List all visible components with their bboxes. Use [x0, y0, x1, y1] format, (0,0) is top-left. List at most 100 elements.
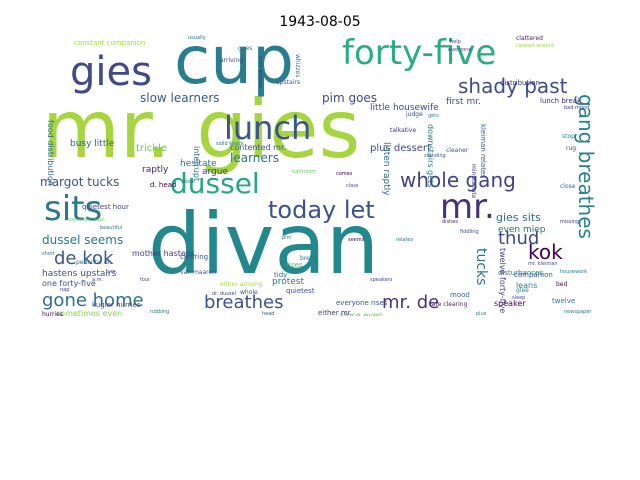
cloud-word: plus dessert: [370, 143, 431, 154]
cloud-word: lunch break: [540, 97, 582, 105]
cloud-word: d. head: [150, 181, 177, 189]
cloud-word: tucks: [473, 248, 489, 286]
cloud-word: gang breathes: [574, 94, 598, 239]
cloud-word: cup: [174, 34, 295, 99]
cloud-word: short: [42, 251, 55, 257]
cloud-word: raptly: [142, 165, 169, 175]
cloud-word: head: [262, 311, 275, 317]
cloud-word: mr. de: [382, 292, 440, 313]
cloud-word: lunch: [224, 109, 312, 147]
cloud-word: rises: [286, 261, 303, 269]
cloud-word: argue: [202, 167, 229, 177]
cloud-word: de kok: [54, 248, 114, 269]
cloud-word: rug: [566, 145, 577, 152]
cloud-word: stop: [562, 133, 575, 140]
cloud-word: pedantic dr.: [76, 259, 112, 266]
cloud-word: speakers: [370, 277, 393, 283]
cloud-word: sleep: [512, 295, 526, 301]
cloud-word: beautiful: [100, 225, 123, 231]
cloud-word: clock: [182, 179, 195, 185]
cloud-word: mother hastens: [132, 249, 196, 258]
cloud-word: cleared around: [516, 43, 554, 49]
cloud-word: van maaren: [180, 269, 216, 276]
cloud-word: disturbances: [498, 269, 544, 277]
cloud-word: dishes: [442, 219, 459, 225]
cloud-word: dr. dussel: [212, 291, 236, 297]
cloud-word: cleaner: [446, 147, 469, 154]
cloud-word: little housewife: [370, 103, 439, 113]
cloud-word: bed: [556, 281, 568, 288]
cloud-word: help: [450, 39, 461, 45]
cloud-word: shady past: [458, 74, 568, 98]
cloud-word: dussel: [170, 167, 260, 200]
cloud-word: thud: [498, 228, 540, 249]
cloud-word: since even: [340, 311, 383, 317]
cloud-word: usually: [188, 35, 206, 41]
cloud-word: contented mr.: [230, 143, 287, 152]
cloud-word: mr. kleiman: [528, 261, 558, 267]
cloud-word: kugler hurries: [92, 301, 141, 309]
cloud-word: kleiman relates: [479, 124, 487, 178]
cloud-word: nap: [60, 287, 70, 293]
cloud-word: mood: [450, 291, 470, 299]
cloud-word: quietest: [286, 287, 315, 295]
cloud-word: plus: [476, 311, 487, 317]
cloud-word: hesitate: [180, 159, 217, 169]
cloud-word: glee: [516, 287, 529, 294]
cloud-word: hastens upstairs: [42, 269, 117, 279]
cloud-word: clearing: [180, 253, 209, 261]
cloud-word: comes: [336, 171, 353, 177]
cloud-word: seems: [348, 237, 365, 243]
cloud-word: pim goes: [322, 91, 378, 105]
cloud-word: first mr.: [446, 97, 481, 107]
cloud-word: whizzes: [294, 54, 301, 78]
cloud-word: judge: [406, 111, 423, 118]
cloud-word: fiddling: [460, 229, 479, 235]
cloud-word: learners: [230, 151, 279, 165]
cloud-word: mr. gies: [42, 83, 361, 176]
cloud-word: twelve forty-five: [498, 248, 507, 314]
cloud-word: protest: [272, 277, 305, 287]
cloud-word: p.m.: [106, 269, 118, 275]
cloud-word: housework: [560, 269, 588, 275]
cloud-word: quietest hour: [82, 203, 129, 211]
cloud-word: everyone rises: [336, 299, 388, 307]
cloud-word: slow learners: [140, 91, 220, 105]
cloud-word: upstairs: [276, 79, 301, 86]
cloud-word: break: [300, 255, 317, 262]
cloud-word: listen raptly: [381, 142, 391, 196]
cloud-word: pim: [282, 235, 292, 241]
cloud-word: gies: [70, 49, 152, 95]
cloud-word: distribution: [500, 79, 540, 87]
cloud-word: excellent class: [68, 217, 105, 223]
cloud-word: one forty-five: [42, 279, 96, 288]
cloud-word: relates: [396, 237, 414, 243]
chart-title: 1943-08-05: [279, 14, 361, 30]
cloud-word: even miep: [498, 225, 546, 235]
cloud-word: tidy: [274, 271, 288, 279]
cloud-word: speaker: [494, 299, 526, 308]
cloud-word: sits: [44, 189, 103, 229]
cloud-word: margot tucks: [40, 175, 120, 189]
cloud-word: late clearing: [430, 301, 468, 308]
cloud-word: newspaper: [564, 309, 592, 315]
cloud-word: sometimes even: [56, 309, 123, 317]
cloud-word: food distribution: [46, 120, 55, 186]
cloud-word: mr.: [440, 187, 495, 227]
cloud-word: whole gang: [400, 168, 516, 192]
cloud-word: companion: [514, 271, 553, 279]
word-cloud: mr. gies divan cup forty-five gies lunch…: [40, 34, 602, 316]
cloud-word: standing: [424, 153, 446, 159]
cloud-word: class: [346, 183, 359, 189]
cloud-word: twelve: [552, 297, 576, 305]
cloud-word: time whizzes: [257, 56, 263, 89]
cloud-word: forty-five: [342, 34, 497, 73]
cloud-word: trickle: [136, 143, 168, 154]
cloud-word: gies sits: [496, 211, 541, 224]
cloud-word: gets: [428, 113, 439, 119]
cloud-word: clattered: [516, 35, 543, 42]
cloud-word: goes: [238, 45, 253, 52]
cloud-word: solid knock: [216, 141, 244, 147]
cloud-word: four: [140, 277, 151, 283]
cloud-word: bathroom: [292, 169, 317, 175]
